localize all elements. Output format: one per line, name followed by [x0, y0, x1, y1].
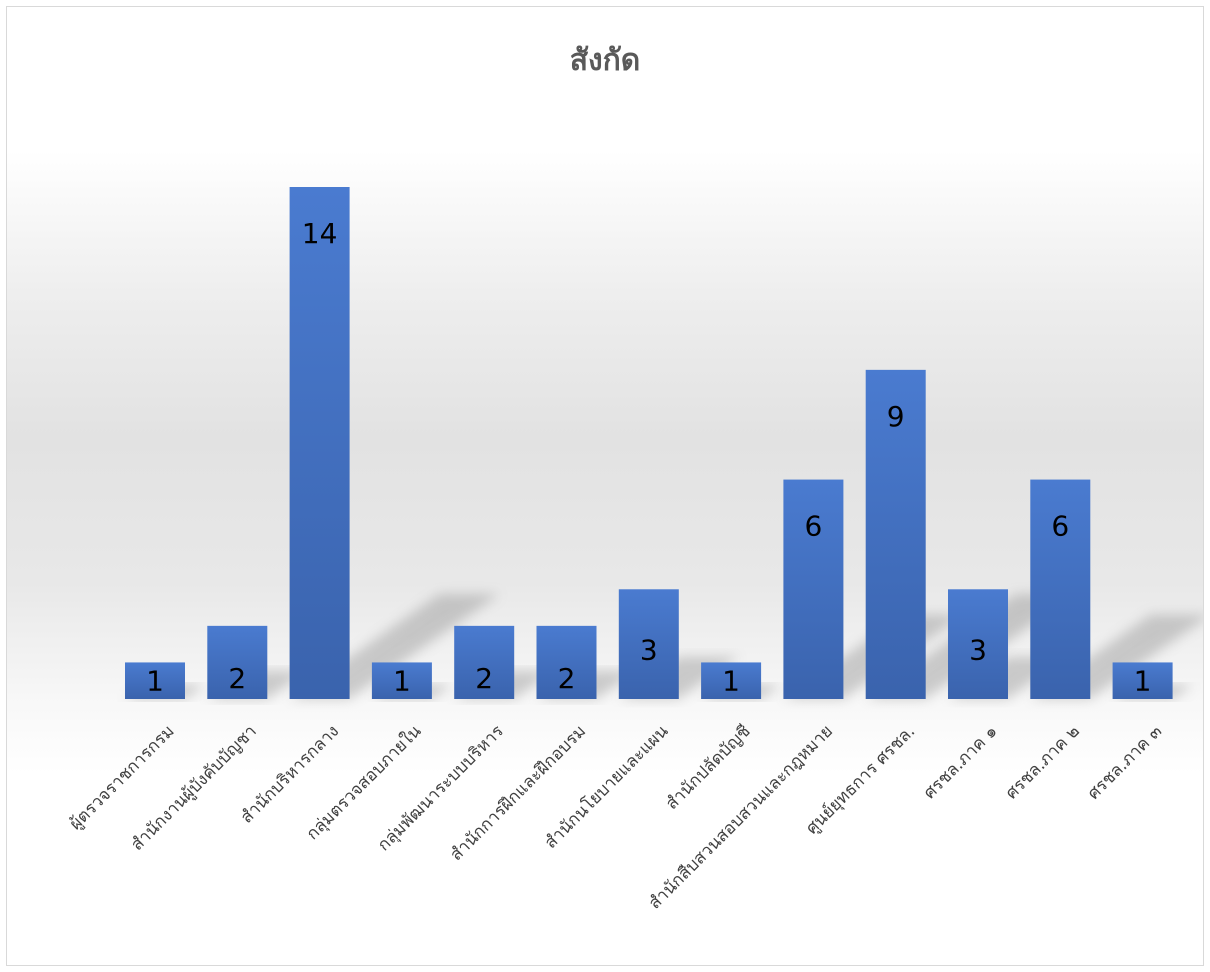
bar	[618, 589, 679, 699]
data-label: 3	[640, 633, 658, 666]
x-tick-label: ศรชล.ภาค ๓	[1084, 721, 1166, 803]
bar	[1030, 479, 1091, 699]
data-label: 1	[722, 664, 740, 697]
chart-title: สังกัด	[569, 43, 641, 78]
data-label: 2	[558, 662, 576, 695]
x-tick-label: ศรชล.ภาค ๑	[920, 721, 1002, 803]
data-label: 1	[393, 664, 411, 697]
x-tick-label: ศรชล.ภาค ๒	[1002, 721, 1084, 803]
bar	[536, 625, 597, 699]
bar	[207, 625, 268, 699]
data-label: 9	[887, 400, 905, 433]
x-tick-label: สำนักการฝึกและฝึกอบรม	[446, 721, 590, 865]
bar	[783, 479, 844, 699]
chart-frame: สังกัด 1 2 14 1 2 2 3 1 6 9 3 6 1 ผู้ตรวจราชการกรม สำ…	[6, 6, 1204, 966]
data-label: 14	[302, 217, 338, 250]
x-tick-labels: ผู้ตรวจราชการกรมสำนักงานผู้บังคับบัญชาสำ…	[66, 720, 1166, 913]
bar	[948, 589, 1008, 699]
x-tick-label: สำนักปลัดบัญชี	[662, 721, 755, 814]
bar	[371, 662, 432, 699]
bar	[289, 187, 350, 699]
bar	[701, 662, 762, 699]
bar	[454, 625, 515, 699]
data-label: 6	[1051, 510, 1069, 543]
bar	[865, 369, 926, 699]
bars	[125, 187, 1173, 699]
plot-background	[7, 7, 1203, 965]
data-label: 6	[804, 510, 822, 543]
bar	[125, 662, 185, 699]
data-label: 1	[1134, 664, 1152, 697]
data-label: 2	[228, 662, 246, 695]
bar	[1112, 662, 1173, 699]
data-label: 1	[146, 664, 164, 697]
data-label: 2	[475, 662, 493, 695]
data-label: 3	[969, 633, 987, 666]
data-labels: 1 2 14 1 2 2 3 1 6 9 3 6 1	[146, 217, 1151, 697]
bar-chart: 1 2 14 1 2 2 3 1 6 9 3 6 1 ผู้ตรวจราชการกรมสำนักงานผ…	[66, 187, 1203, 913]
